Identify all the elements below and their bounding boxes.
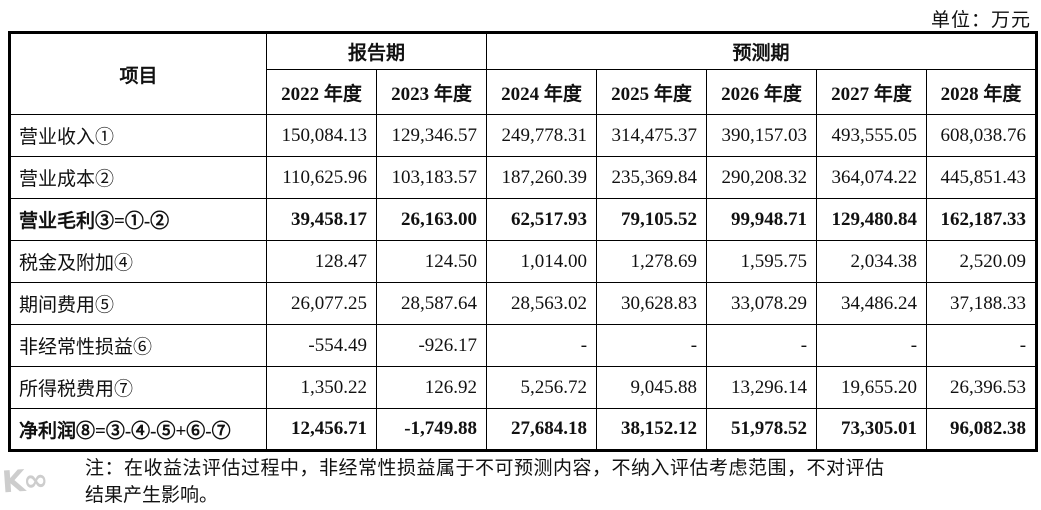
value-cell: 129,480.84 xyxy=(816,198,928,241)
value-cell: 33,078.29 xyxy=(706,282,818,325)
value-cell: 493,555.05 xyxy=(816,114,928,157)
table-row: 净利润⑧=③-④-⑤+⑥-⑦ 12,456.71 -1,749.88 27,684.1… xyxy=(9,408,1038,451)
footnote-line-1: 注：在收益法评估过程中，非经常性损益属于不可预测内容，不纳入评估考虑范围，不对评… xyxy=(85,458,885,479)
value-cell: - xyxy=(596,324,708,367)
item-column-header: 项目 xyxy=(9,32,267,115)
value-cell: 1,278.69 xyxy=(596,240,708,283)
value-cell: 19,655.20 xyxy=(816,366,928,409)
watermark-glyph: K∞ xyxy=(0,462,48,501)
reporting-period-header: 报告期 xyxy=(265,32,488,70)
row-label: 营业成本② xyxy=(9,156,267,199)
value-cell: - xyxy=(486,324,598,367)
row-label: 净利润⑧=③-④-⑤+⑥-⑦ xyxy=(9,408,267,451)
value-cell: 39,458.17 xyxy=(266,198,377,241)
value-cell: 1,595.75 xyxy=(706,240,818,283)
table-row: 税金及附加④ 128.47 124.50 1,014.00 1,278.69 1,595.… xyxy=(9,240,1038,283)
value-cell: 162,187.33 xyxy=(926,198,1038,241)
table-body: 营业收入① 150,084.13 129,346.57 249,778.31 314,4… xyxy=(9,114,1038,451)
value-cell: 12,456.71 xyxy=(266,408,377,451)
value-cell: 110,625.96 xyxy=(266,156,377,199)
table-row: 期间费用⑤ 26,077.25 28,587.64 28,563.02 30,628.8… xyxy=(9,282,1038,325)
table-row: 营业毛利③=①-② 39,458.17 26,163.00 62,517.93 79,1… xyxy=(9,198,1038,241)
year-header-2022: 2022 年度 xyxy=(266,69,377,115)
value-cell: 73,305.01 xyxy=(816,408,928,451)
value-cell: 2,034.38 xyxy=(816,240,928,283)
year-header-2025: 2025 年度 xyxy=(596,69,708,115)
value-cell: 126.92 xyxy=(375,366,488,409)
group-header-row: 项目 报告期 预测期 xyxy=(9,32,1038,115)
table-row: 营业成本② 110,625.96 103,183.57 187,260.39 235,3… xyxy=(9,156,1038,199)
value-cell: 62,517.93 xyxy=(486,198,598,241)
value-cell: - xyxy=(926,324,1038,367)
value-cell: - xyxy=(706,324,818,367)
value-cell: 364,074.22 xyxy=(816,156,928,199)
value-cell: 9,045.88 xyxy=(596,366,708,409)
value-cell: 103,183.57 xyxy=(375,156,488,199)
year-header-2023: 2023 年度 xyxy=(375,69,488,115)
value-cell: 445,851.43 xyxy=(926,156,1038,199)
watermark-logo: K∞ xyxy=(1,462,48,500)
value-cell: 128.47 xyxy=(266,240,377,283)
value-cell: 124.50 xyxy=(375,240,488,283)
value-cell: 390,157.03 xyxy=(706,114,818,157)
value-cell: 290,208.32 xyxy=(706,156,818,199)
value-cell: 314,475.37 xyxy=(596,114,708,157)
value-cell: -1,749.88 xyxy=(375,408,488,451)
forecast-period-header: 预测期 xyxy=(486,32,1038,70)
value-cell: 96,082.38 xyxy=(926,408,1038,451)
footnote: 注：在收益法评估过程中，非经常性损益属于不可预测内容，不纳入评估考虑范围，不对评… xyxy=(85,455,1015,509)
value-cell: 26,396.53 xyxy=(926,366,1038,409)
row-label: 所得税费用⑦ xyxy=(9,366,267,409)
table-row: 非经常性损益⑥ -554.49 -926.17- - - - - xyxy=(9,324,1038,367)
value-cell: 38,152.12 xyxy=(596,408,708,451)
row-label: 营业毛利③=①-② xyxy=(9,198,267,241)
value-cell: 129,346.57 xyxy=(375,114,488,157)
value-cell: 5,256.72 xyxy=(486,366,598,409)
value-cell: 79,105.52 xyxy=(596,198,708,241)
row-label: 期间费用⑤ xyxy=(9,282,267,325)
value-cell: 608,038.76 xyxy=(926,114,1038,157)
value-cell: 249,778.31 xyxy=(486,114,598,157)
value-cell: - xyxy=(816,324,928,367)
year-header-2027: 2027 年度 xyxy=(816,69,928,115)
value-cell: 28,563.02 xyxy=(486,282,598,325)
value-cell: 1,014.00 xyxy=(486,240,598,283)
value-cell: -554.49 xyxy=(266,324,377,367)
forecast-table: 项目 报告期 预测期 2022 年度 2023 年度 2024 年度 2025 … xyxy=(8,31,1039,452)
row-label: 非经常性损益⑥ xyxy=(9,324,267,367)
value-cell: 26,163.00 xyxy=(375,198,488,241)
value-cell: 150,084.13 xyxy=(266,114,377,157)
row-label: 营业收入① xyxy=(9,114,267,157)
value-cell: 2,520.09 xyxy=(926,240,1038,283)
value-cell: 28,587.64 xyxy=(375,282,488,325)
year-header-2024: 2024 年度 xyxy=(486,69,598,115)
value-cell: 1,350.22 xyxy=(266,366,377,409)
value-cell: 99,948.71 xyxy=(706,198,818,241)
value-cell: 30,628.83 xyxy=(596,282,708,325)
footnote-line-2: 结果产生影响。 xyxy=(85,485,219,506)
value-cell: 37,188.33 xyxy=(926,282,1038,325)
value-cell: 27,684.18 xyxy=(486,408,598,451)
value-cell: 34,486.24 xyxy=(816,282,928,325)
value-cell: -926.17 xyxy=(375,324,488,367)
value-cell: 235,369.84 xyxy=(596,156,708,199)
value-cell: 51,978.52 xyxy=(706,408,818,451)
year-header-row: 2022 年度 2023 年度 2024 年度 2025 年度 2026 年度 … xyxy=(10,69,1038,115)
table-row: 营业收入① 150,084.13 129,346.57 249,778.31 314,4… xyxy=(9,114,1038,157)
table-row: 所得税费用⑦ 1,350.22 126.92 5,256.72 9,045.88 13,2… xyxy=(9,366,1038,409)
unit-label: 单位：万元 xyxy=(930,10,1031,31)
value-cell: 26,077.25 xyxy=(266,282,377,325)
row-label: 税金及附加④ xyxy=(9,240,267,283)
year-header-2028: 2028 年度 xyxy=(926,69,1038,115)
year-header-2026: 2026 年度 xyxy=(706,69,818,115)
value-cell: 13,296.14 xyxy=(706,366,818,409)
value-cell: 187,260.39 xyxy=(486,156,598,199)
